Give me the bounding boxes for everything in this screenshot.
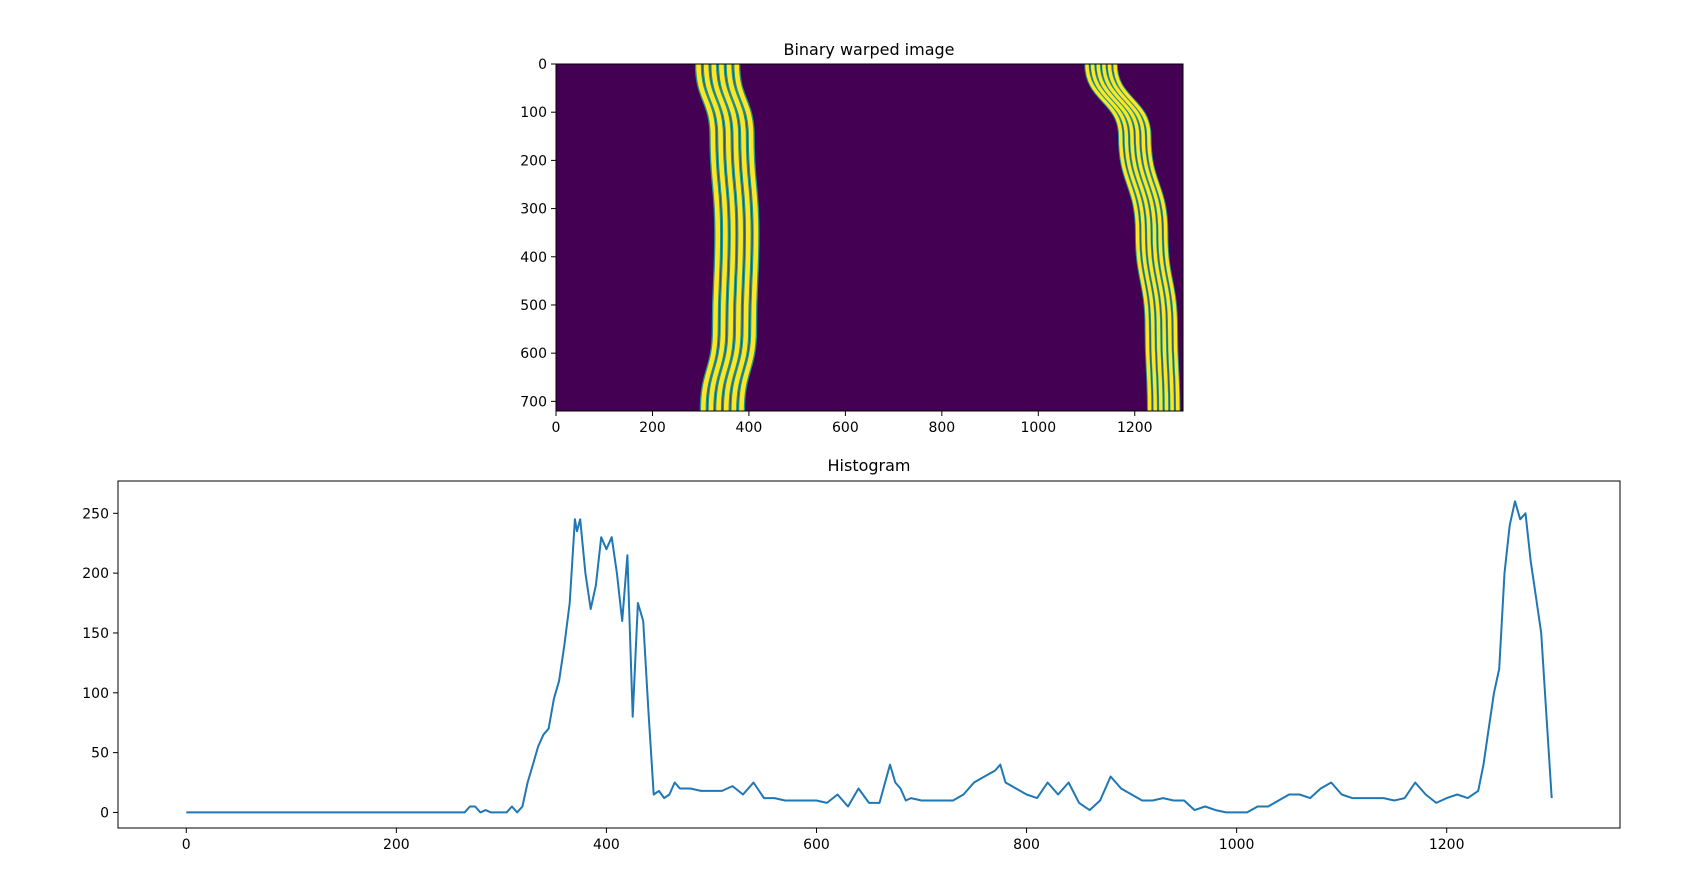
histogram-frame [117, 480, 1621, 829]
lane-left-strand-2 [711, 64, 736, 411]
lane-right-strand-4 [1107, 64, 1174, 411]
histogram-x-tick-label-2: 400 [593, 837, 620, 853]
histogram-x-tick-label-4: 800 [1013, 837, 1040, 853]
lane-left-strand-1 [703, 64, 728, 411]
histogram-y-tick-label-5: 250 [82, 506, 109, 522]
image-x-tick-label-5: 1000 [1020, 420, 1056, 436]
lane-layer [694, 64, 1181, 411]
image-y-tick-label-0: 0 [538, 57, 547, 73]
image-y-tick-label-4: 400 [520, 250, 547, 266]
lane-left-strand-4 [726, 64, 751, 411]
image-y-axis: 0 100 200 300 400 500 600 700 [520, 57, 556, 410]
lane-left-strand-5 [734, 64, 759, 411]
lane-right-strand-3 [1102, 64, 1169, 411]
image-x-tick-label-3: 600 [832, 420, 859, 436]
histogram-y-tick-label-0: 0 [100, 805, 109, 821]
image-y-tick-label-7: 700 [520, 394, 547, 410]
histogram-y-axis: 0 50 100 150 200 250 [82, 506, 118, 821]
image-x-tick-label-1: 200 [639, 420, 666, 436]
histogram-plot-area [118, 481, 1620, 828]
histogram-x-tick-label-6: 1200 [1429, 837, 1465, 853]
image-y-tick-label-1: 100 [520, 105, 547, 121]
histogram-x-tick-label-5: 1000 [1219, 837, 1255, 853]
histogram-panel: Histogram 0 200 400 600 800 1000 1200 0 50 100 15… [82, 456, 1621, 853]
image-x-axis: 0 200 400 600 800 1000 1200 [552, 411, 1153, 436]
image-x-tick-label-4: 800 [928, 420, 955, 436]
histogram-y-tick-label-1: 50 [91, 746, 109, 762]
histogram-x-tick-label-0: 0 [182, 837, 191, 853]
histogram-y-tick-label-3: 150 [82, 626, 109, 642]
image-y-tick-label-3: 300 [520, 202, 547, 218]
lane-right-strand-1 [1090, 64, 1157, 411]
histogram-x-axis: 0 200 400 600 800 1000 1200 [182, 828, 1465, 853]
histogram-y-tick-label-2: 100 [82, 686, 109, 702]
lane-right-strand-5 [1113, 64, 1180, 411]
histogram-x-tick-label-3: 600 [803, 837, 830, 853]
lane-right-strand-2 [1096, 64, 1163, 411]
image-y-tick-label-2: 200 [520, 153, 547, 169]
image-x-tick-label-0: 0 [552, 420, 561, 436]
histogram-title: Histogram [828, 456, 911, 475]
binary-warped-panel: Binary warped image 0 200 400 600 800 1000 120… [520, 40, 1184, 436]
image-background [556, 64, 1183, 411]
histogram-x-tick-label-1: 200 [383, 837, 410, 853]
histogram-series-line [186, 500, 1553, 814]
image-y-tick-label-5: 500 [520, 298, 547, 314]
image-title: Binary warped image [783, 40, 954, 59]
lane-right-strand-0 [1085, 64, 1152, 411]
image-x-tick-label-2: 400 [736, 420, 763, 436]
image-x-tick-label-6: 1200 [1117, 420, 1153, 436]
image-frame [555, 63, 1184, 412]
lane-left-strand-0 [696, 64, 721, 411]
image-y-tick-label-6: 600 [520, 346, 547, 362]
histogram-y-tick-label-4: 200 [82, 566, 109, 582]
lane-left-strand-3 [719, 64, 743, 411]
